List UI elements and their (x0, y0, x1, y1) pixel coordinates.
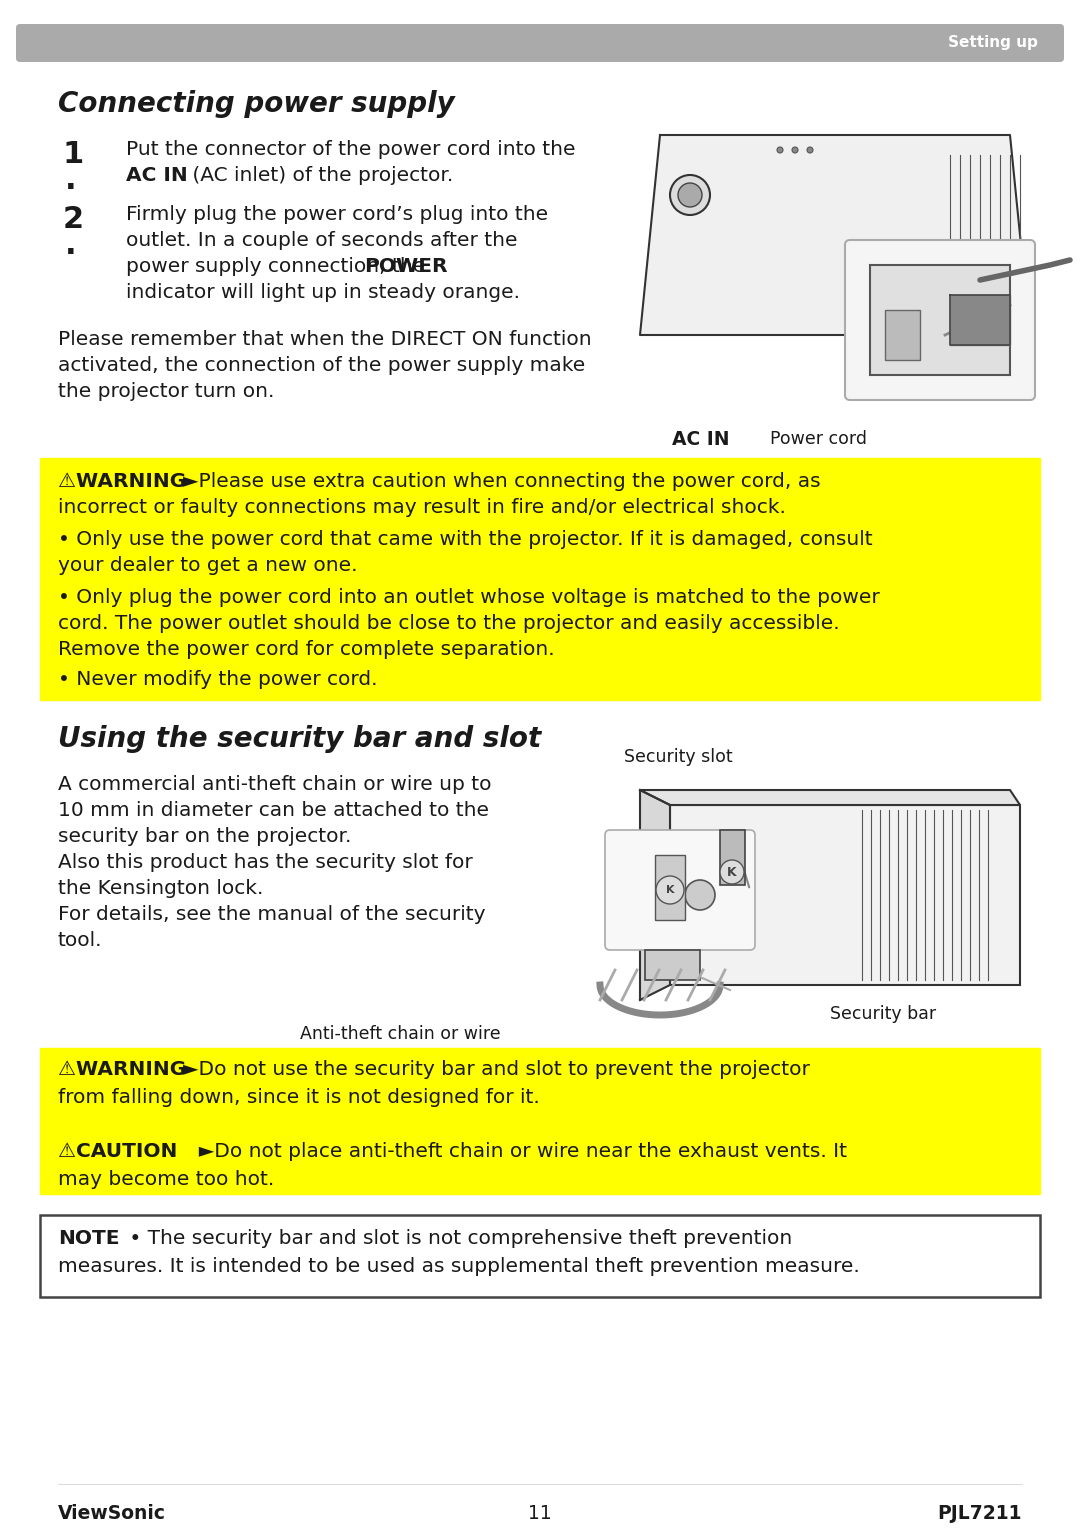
Circle shape (720, 859, 744, 884)
Text: Setting up: Setting up (948, 35, 1038, 51)
Text: power supply connection, the: power supply connection, the (126, 257, 432, 276)
Text: incorrect or faulty connections may result in fire and/or electrical shock.: incorrect or faulty connections may resu… (58, 498, 786, 516)
Bar (870, 265, 1010, 375)
Text: the projector turn on.: the projector turn on. (58, 381, 274, 401)
Polygon shape (640, 135, 1030, 336)
Text: 11: 11 (528, 1504, 552, 1523)
Text: ►Please use extra caution when connecting the power cord, as: ►Please use extra caution when connectin… (183, 472, 821, 490)
Text: Please remember that when the DIRECT ON function: Please remember that when the DIRECT ON … (58, 329, 592, 349)
FancyBboxPatch shape (845, 241, 1035, 400)
Text: Using the security bar and slot: Using the security bar and slot (58, 725, 541, 754)
Circle shape (678, 182, 702, 207)
Bar (670, 804, 1020, 985)
Text: NOTE: NOTE (58, 1229, 120, 1249)
Text: ⚠WARNING: ⚠WARNING (58, 1060, 186, 1079)
FancyBboxPatch shape (16, 25, 1064, 61)
Text: K: K (727, 866, 737, 878)
Text: cord. The power outlet should be close to the projector and easily accessible.: cord. The power outlet should be close t… (58, 614, 839, 633)
Text: • Only plug the power cord into an outlet whose voltage is matched to the power: • Only plug the power cord into an outle… (58, 588, 880, 607)
Text: indicator will light up in steady orange.: indicator will light up in steady orange… (126, 283, 519, 302)
Text: .: . (65, 231, 77, 260)
Text: Connecting power supply: Connecting power supply (58, 90, 455, 118)
Text: PJL7211: PJL7211 (937, 1504, 1022, 1523)
Text: 2: 2 (63, 205, 84, 234)
Text: • Never modify the power cord.: • Never modify the power cord. (58, 669, 378, 689)
Bar (40, 1131, 1040, 1193)
Text: ⚠WARNING: ⚠WARNING (58, 472, 186, 490)
Text: ►Do not use the security bar and slot to prevent the projector: ►Do not use the security bar and slot to… (183, 1060, 810, 1079)
Text: security bar on the projector.: security bar on the projector. (58, 827, 351, 846)
Circle shape (807, 147, 813, 153)
Text: (AC inlet) of the projector.: (AC inlet) of the projector. (186, 165, 454, 185)
Circle shape (685, 879, 715, 910)
Text: Security bar: Security bar (831, 1005, 936, 1023)
Text: Remove the power cord for complete separation.: Remove the power cord for complete separ… (58, 640, 555, 659)
Text: 1: 1 (63, 139, 84, 169)
Text: measures. It is intended to be used as supplemental theft prevention measure.: measures. It is intended to be used as s… (58, 1256, 860, 1276)
Text: For details, see the manual of the security: For details, see the manual of the secur… (58, 905, 486, 924)
Bar (720, 830, 745, 885)
Bar (40, 458, 1040, 700)
Text: activated, the connection of the power supply make: activated, the connection of the power s… (58, 355, 585, 375)
Bar (885, 309, 920, 360)
Polygon shape (950, 296, 1010, 345)
Text: the Kensington lock.: the Kensington lock. (58, 879, 264, 898)
Text: AC IN: AC IN (672, 430, 729, 449)
Text: • The security bar and slot is not comprehensive theft prevention: • The security bar and slot is not compr… (123, 1229, 793, 1249)
Circle shape (777, 147, 783, 153)
Text: Anti-theft chain or wire: Anti-theft chain or wire (300, 1025, 501, 1043)
Text: tool.: tool. (58, 931, 103, 950)
Text: .: . (65, 165, 77, 195)
Text: Put the connector of the power cord into the: Put the connector of the power cord into… (126, 139, 576, 159)
Text: may become too hot.: may become too hot. (58, 1170, 274, 1189)
Text: ►Do not place anti-theft chain or wire near the exhaust vents. It: ►Do not place anti-theft chain or wire n… (186, 1141, 847, 1161)
Polygon shape (640, 791, 1020, 804)
Text: Security slot: Security slot (624, 748, 732, 766)
Text: Firmly plug the power cord’s plug into the: Firmly plug the power cord’s plug into t… (126, 205, 549, 224)
Bar (645, 950, 700, 980)
Text: outlet. In a couple of seconds after the: outlet. In a couple of seconds after the (126, 231, 517, 250)
Text: A commercial anti-theft chain or wire up to: A commercial anti-theft chain or wire up… (58, 775, 491, 794)
Text: Power cord: Power cord (770, 430, 867, 447)
Text: 10 mm in diameter can be attached to the: 10 mm in diameter can be attached to the (58, 801, 489, 820)
Text: ViewSonic: ViewSonic (58, 1504, 166, 1523)
Bar (654, 855, 685, 921)
Text: Also this product has the security slot for: Also this product has the security slot … (58, 853, 473, 872)
Bar (40, 1215, 1040, 1298)
Polygon shape (640, 791, 670, 1000)
Circle shape (670, 175, 710, 214)
Circle shape (792, 147, 798, 153)
Bar (40, 1048, 1040, 1131)
Text: • Only use the power cord that came with the projector. If it is damaged, consul: • Only use the power cord that came with… (58, 530, 873, 548)
Text: K: K (665, 885, 674, 895)
Text: POWER: POWER (364, 257, 447, 276)
FancyBboxPatch shape (605, 830, 755, 950)
Text: AC IN: AC IN (126, 165, 188, 185)
Circle shape (656, 876, 684, 904)
Text: ⚠CAUTION: ⚠CAUTION (58, 1141, 177, 1161)
Text: your dealer to get a new one.: your dealer to get a new one. (58, 556, 357, 574)
Text: from falling down, since it is not designed for it.: from falling down, since it is not desig… (58, 1088, 540, 1108)
